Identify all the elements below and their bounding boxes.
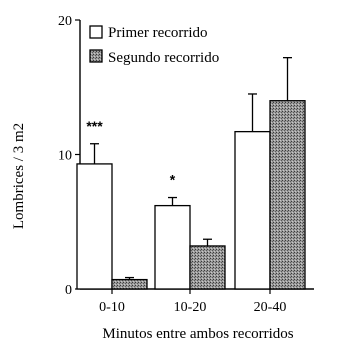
y-tick-label: 10 [58,149,72,164]
significance-mark: *** [86,118,103,134]
x-ticks: 0-10 10-20 20-40 [99,289,286,315]
bar-segundo-0-10 [111,278,148,290]
significance-mark: * [170,172,176,188]
bar-segundo-10-20 [189,245,226,290]
bar-primer-20-40 [234,130,271,290]
legend-label-primer: Primer recorrido [108,25,208,41]
x-tick-label: 0-10 [99,300,125,315]
bar-primer-10-20 [154,204,191,290]
legend-label-segundo: Segundo recorrido [108,50,219,66]
legend-swatch-primer [89,25,103,39]
x-axis-title: Minutos entre ambos recorridos [102,326,293,342]
error-bars [90,57,292,280]
y-tick-label: 20 [58,14,72,29]
x-tick-label: 20-40 [254,300,287,315]
x-tick-label: 10-20 [174,300,207,315]
y-ticks: 0 10 20 [58,14,80,298]
legend: Primer recorrido Segundo recorrido [89,25,219,66]
bar-segundo-20-40 [269,100,306,290]
y-axis-title: Lombrices / 3 m2 [11,123,27,229]
significance-annotations: **** [86,118,175,188]
legend-swatch-segundo [89,49,103,63]
bar-primer-0-10 [76,163,113,290]
y-tick-label: 0 [65,283,72,298]
bars [76,100,306,290]
